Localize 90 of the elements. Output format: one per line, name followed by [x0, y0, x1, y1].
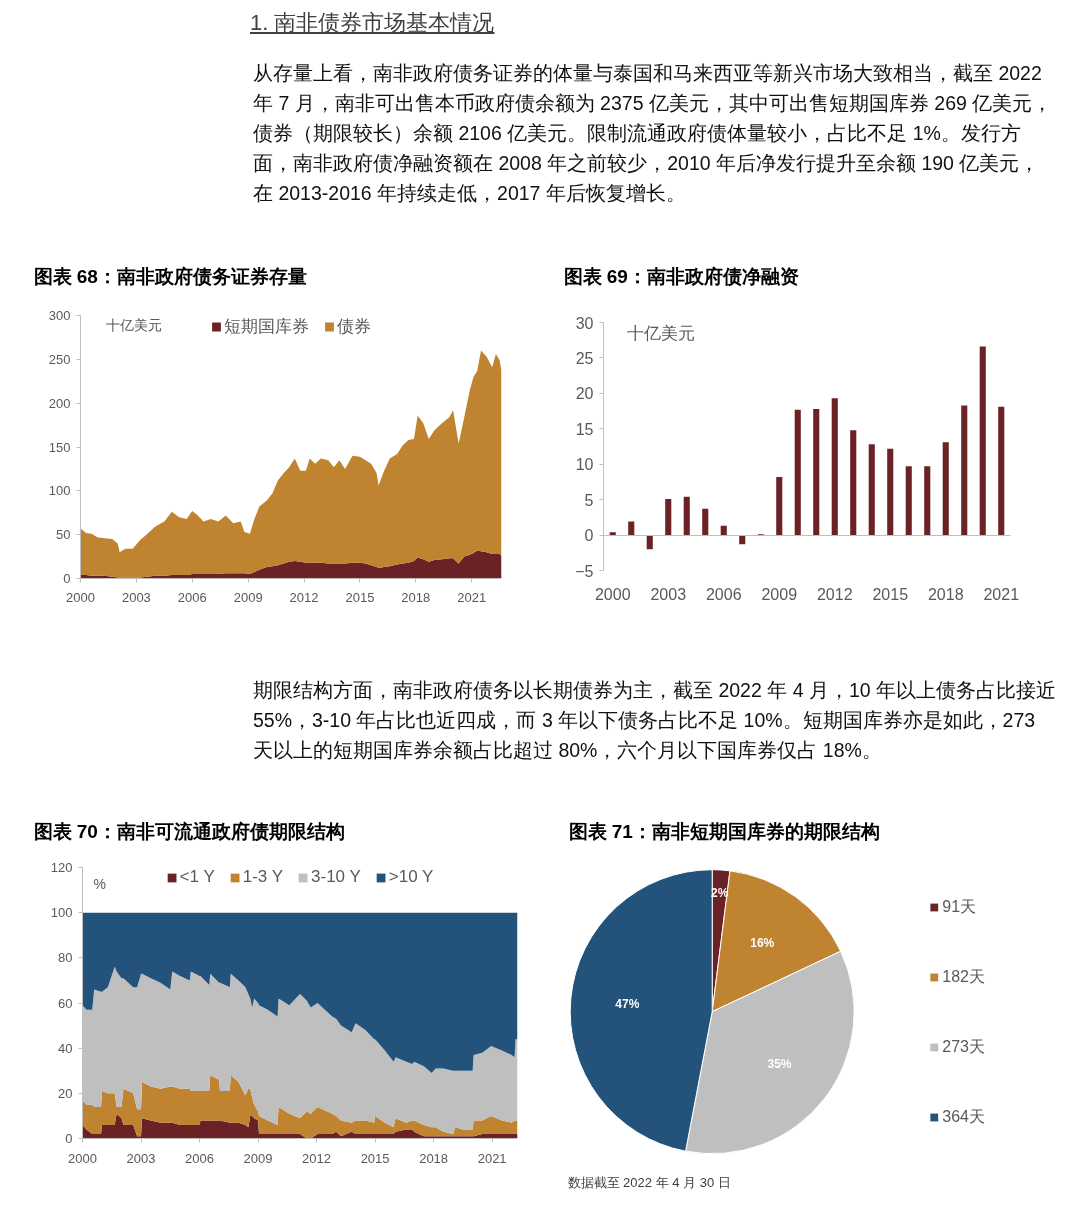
x-tick-label: 2012	[289, 589, 319, 605]
x-tick-label: 2021	[983, 585, 1020, 603]
bar	[776, 476, 783, 536]
x-tick-label: 2018	[401, 589, 431, 605]
x-tick-label: 2012	[816, 585, 853, 603]
y-tick-label: 0	[65, 1131, 73, 1146]
legend-label: >10 Y	[388, 867, 434, 887]
y-axis-title: 十亿美元	[626, 323, 695, 343]
y-tick-label: 120	[50, 860, 73, 875]
chart-title: 图表 70：南非可流通政府债期限结构	[33, 820, 345, 842]
bar	[831, 398, 838, 536]
legend-label: 273天	[942, 1036, 985, 1056]
x-tick-label: 2012	[302, 1150, 332, 1166]
bar	[813, 408, 820, 536]
x-tick-label: 2009	[243, 1150, 273, 1166]
bar	[720, 525, 727, 536]
chart-title: 图表 71：南非短期国库券的期限结构	[568, 820, 880, 842]
x-tick-label: 2003	[121, 589, 151, 605]
x-tick-label: 2015	[872, 585, 909, 603]
y-tick-label: 250	[48, 351, 71, 367]
y-tick-label: 30	[575, 314, 594, 332]
legend-label: 182天	[942, 966, 985, 986]
y-tick-label: 100	[50, 905, 73, 921]
x-tick-label: 2006	[185, 1150, 214, 1166]
bar	[628, 521, 635, 536]
bar	[868, 444, 875, 536]
x-tick-label: 2018	[419, 1150, 449, 1166]
x-tick-label: 2015	[360, 1150, 390, 1166]
y-tick-label: 20	[575, 385, 594, 403]
bar	[887, 448, 894, 536]
y-tick-label: 5	[584, 491, 594, 509]
x-tick-label: 2009	[761, 585, 798, 603]
text: 从存量上看，南非政府债务证券的体量与泰国和马来西亚等新兴市场大致相当，截至 2022 年 7 月，南非可出售本币政府债余额为 2375 亿美元，其中可出售短期国库券 269 亿美元，债券（期限较长）余额 2106 亿美元。限制流通政府债体量较小，占比不足 1%。发行方面，南非政府债净融资额在 2008 年之前较少，2010 年后净发行提升至余额 190 亿美元，在 2013-2016 年持续走低，2017 年后恢复增长。	[253, 61, 1054, 206]
x-tick-label: 2006	[705, 585, 742, 603]
bar	[998, 406, 1005, 536]
legend-label: 1-3 Y	[242, 867, 284, 887]
y-axis-title: 十亿美元	[105, 316, 162, 333]
y-tick-label: 10	[575, 456, 594, 474]
x-tick-label: 2021	[457, 589, 487, 605]
y-tick-label: 150	[48, 439, 71, 455]
bar	[961, 405, 968, 536]
bar	[794, 409, 801, 536]
bar	[646, 535, 653, 550]
bar	[924, 466, 931, 536]
bar	[850, 430, 857, 536]
bar	[683, 496, 690, 536]
y-tick-label: 200	[48, 395, 71, 411]
x-tick-label: 2009	[233, 589, 263, 605]
x-tick-label: 2000	[66, 589, 95, 605]
legend-label: 364天	[942, 1106, 985, 1126]
y-tick-label: 0	[63, 571, 71, 586]
x-tick-label: 2000	[68, 1150, 97, 1166]
bar	[702, 508, 709, 536]
x-tick-label: 2003	[650, 585, 687, 603]
legend-label: 债券	[337, 316, 371, 338]
legend-label: 91天	[942, 896, 977, 916]
x-tick-label: 2018	[927, 585, 964, 603]
data-label: 47%	[615, 996, 640, 1011]
y-tick-label: 100	[48, 483, 71, 499]
legend-label: 3-10 Y	[311, 867, 361, 887]
y-tick-label: 50	[56, 527, 71, 543]
x-tick-label: 2021	[477, 1150, 507, 1166]
x-tick-label: 2000	[594, 585, 631, 603]
bar	[665, 498, 672, 536]
bar	[905, 466, 912, 536]
x-tick-label: 2015	[345, 589, 375, 605]
bar	[609, 532, 616, 536]
x-tick-label: 2006	[177, 589, 207, 605]
text: 1. 南非债券市场基本情况	[250, 10, 495, 35]
bar	[942, 442, 949, 536]
y-tick-label: 0	[584, 527, 594, 545]
x-tick-label: 2003	[126, 1150, 156, 1166]
y-tick-label: 80	[58, 950, 73, 966]
y-tick-label: 300	[48, 308, 71, 323]
y-tick-label: 25	[575, 349, 594, 367]
y-tick-label: 60	[58, 995, 73, 1011]
text: 数据截至 2022 年 4 月 30 日	[567, 1174, 731, 1190]
data-label: 16%	[750, 936, 775, 950]
y-tick-label: 15	[575, 420, 594, 438]
legend-label: <1 Y	[179, 867, 215, 887]
bar	[979, 346, 986, 536]
y-tick-label: 40	[58, 1040, 73, 1056]
y-axis-title: %	[93, 875, 106, 892]
data-label: 35%	[767, 1056, 792, 1071]
chart-title: 图表 68：南非政府债务证券存量	[33, 265, 307, 287]
y-tick-label: 20	[58, 1085, 73, 1101]
y-tick-label: −5	[575, 562, 594, 580]
text: 期限结构方面，南非政府债务以长期债券为主，截至 2022 年 4 月，10 年以上债务占比接近 55%，3-10 年占比也近四成，而 3 年以下债务占比不足 10%。短期国库券亦是如此，273 天以上的短期国库券余额占比超过 80%，六个月以下国库券仅占 18%。	[253, 678, 1057, 763]
chart-title: 图表 69：南非政府债净融资	[563, 265, 799, 287]
legend-label: 短期国库券	[224, 316, 309, 338]
